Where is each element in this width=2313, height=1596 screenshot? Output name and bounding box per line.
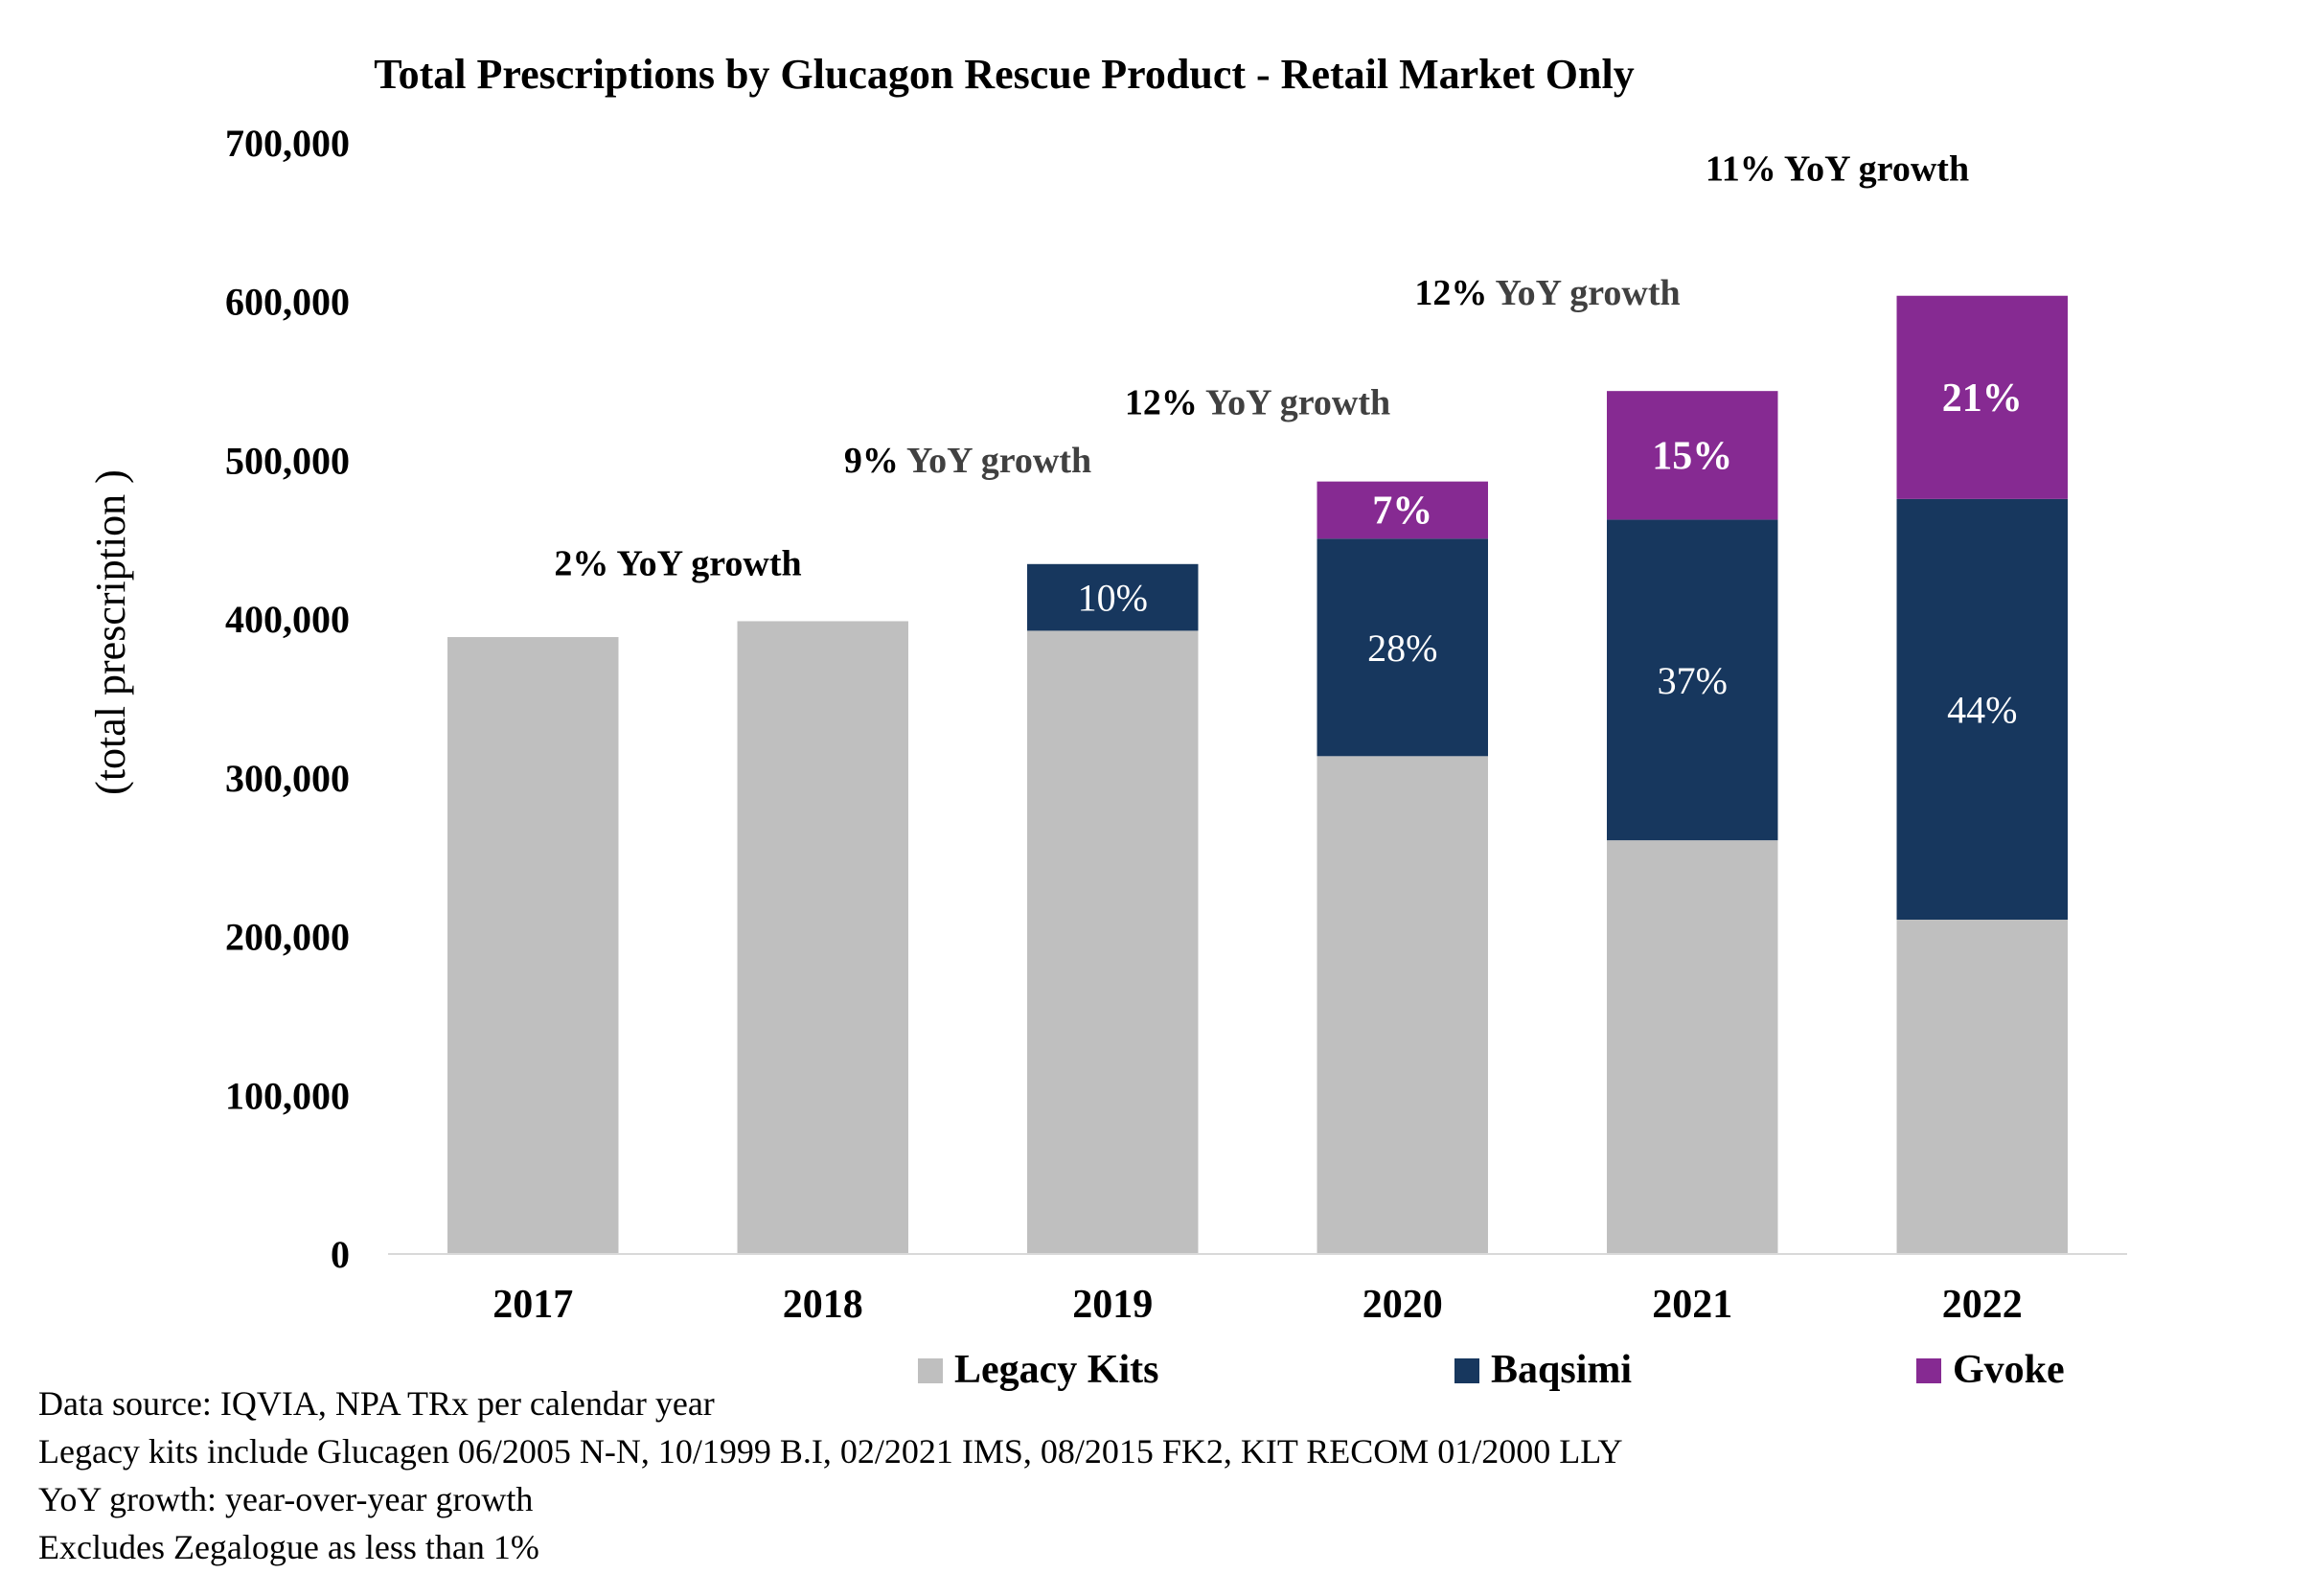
footnote-excludes: Excludes Zegalogue as less than 1% bbox=[38, 1528, 539, 1566]
y-tick-label: 100,000 bbox=[225, 1074, 350, 1117]
bar-baqsimi-2022 bbox=[1896, 498, 2068, 920]
y-tick-label: 700,000 bbox=[225, 122, 350, 165]
legend-swatch-gvoke bbox=[1916, 1358, 1941, 1383]
yoy-annotation-pct: 11% bbox=[1706, 149, 1776, 190]
y-tick-label: 600,000 bbox=[225, 281, 350, 324]
yoy-annotation-pct: 12% bbox=[1125, 383, 1198, 423]
x-tick-label: 2017 bbox=[492, 1283, 573, 1327]
x-tick-label: 2019 bbox=[1072, 1283, 1153, 1327]
bar-baqsimi-2021 bbox=[1607, 519, 1778, 841]
yoy-annotation-text: YoY growth bbox=[1487, 273, 1680, 313]
segment-label-gvoke-2022: 21% bbox=[1942, 376, 2023, 421]
x-tick-label: 2018 bbox=[783, 1283, 863, 1327]
yoy-annotation-text: YoY growth bbox=[608, 543, 801, 583]
segment-label-baqsimi-2021: 37% bbox=[1658, 659, 1728, 702]
y-tick-label: 400,000 bbox=[225, 598, 350, 641]
bar-gvoke-2020 bbox=[1317, 481, 1488, 539]
legend-swatch-baqsimi bbox=[1454, 1358, 1479, 1383]
yoy-annotation-2018: 9% YoY growth bbox=[844, 441, 1091, 481]
x-tick-label: 2020 bbox=[1363, 1283, 1443, 1327]
footnote-legacy: Legacy kits include Glucagen 06/2005 N-N… bbox=[38, 1432, 1623, 1471]
yoy-annotation-2017: 2% YoY growth bbox=[554, 543, 801, 583]
bar-baqsimi-2020 bbox=[1317, 538, 1488, 757]
bar-legacy-kits-2018 bbox=[737, 621, 908, 1253]
bar-legacy-kits-2020 bbox=[1317, 756, 1488, 1253]
bar-legacy-kits-2019 bbox=[1027, 630, 1199, 1253]
yoy-annotation-text: YoY growth bbox=[1198, 383, 1390, 423]
bar-legacy-kits-2017 bbox=[447, 637, 619, 1253]
plot-area: 0 100,000 200,000 300,000 400,000 500,000 600,… bbox=[225, 122, 2127, 1392]
yoy-annotation-pct: 2% bbox=[554, 543, 608, 583]
yoy-annotation-2020: 12% YoY growth bbox=[1414, 273, 1680, 313]
yoy-annotation-2019: 12% YoY growth bbox=[1125, 383, 1390, 423]
yoy-annotation-pct: 12% bbox=[1414, 273, 1487, 313]
bar-gvoke-2021 bbox=[1607, 391, 1778, 520]
y-tick-label: 300,000 bbox=[225, 757, 350, 800]
legend-swatch-legacy-kits bbox=[918, 1358, 943, 1383]
bar-legacy-kits-2022 bbox=[1896, 920, 2068, 1253]
legend-label-gvoke: Gvoke bbox=[1953, 1348, 2065, 1392]
y-tick-label: 500,000 bbox=[225, 439, 350, 482]
segment-label-baqsimi-2020: 28% bbox=[1367, 627, 1437, 670]
yoy-annotation-text: YoY growth bbox=[899, 441, 1091, 481]
yoy-annotation-2021: 11% YoY growth bbox=[1706, 149, 1969, 190]
bar-gvoke-2022 bbox=[1896, 295, 2068, 499]
yoy-annotation-text: YoY growth bbox=[1776, 149, 1969, 190]
segment-label-baqsimi-2019: 10% bbox=[1078, 577, 1148, 620]
segment-label-baqsimi-2022: 44% bbox=[1947, 688, 2017, 731]
bar-baqsimi-2019 bbox=[1027, 563, 1199, 631]
x-tick-label: 2022 bbox=[1942, 1283, 2023, 1327]
segment-label-gvoke-2021: 15% bbox=[1652, 434, 1732, 478]
legend-label-legacy-kits: Legacy Kits bbox=[954, 1348, 1158, 1392]
y-tick-label: 200,000 bbox=[225, 916, 350, 959]
y-tick-label: 0 bbox=[331, 1233, 350, 1276]
bar-legacy-kits-2021 bbox=[1607, 840, 1778, 1253]
yoy-annotation-pct: 9% bbox=[844, 441, 899, 481]
legend-label-baqsimi: Baqsimi bbox=[1491, 1348, 1632, 1392]
footnote-yoy: YoY growth: year-over-year growth bbox=[38, 1480, 534, 1518]
footnote-source: Data source: IQVIA, NPA TRx per calendar… bbox=[38, 1384, 715, 1423]
segment-label-gvoke-2020: 7% bbox=[1372, 489, 1432, 533]
x-tick-label: 2021 bbox=[1652, 1283, 1732, 1327]
footnotes: Data source: IQVIA, NPA TRx per calendar… bbox=[38, 1379, 1623, 1571]
y-axis-label: (total prescription ) bbox=[87, 469, 134, 795]
chart-title: Total Prescriptions by Glucagon Rescue P… bbox=[374, 51, 1634, 98]
